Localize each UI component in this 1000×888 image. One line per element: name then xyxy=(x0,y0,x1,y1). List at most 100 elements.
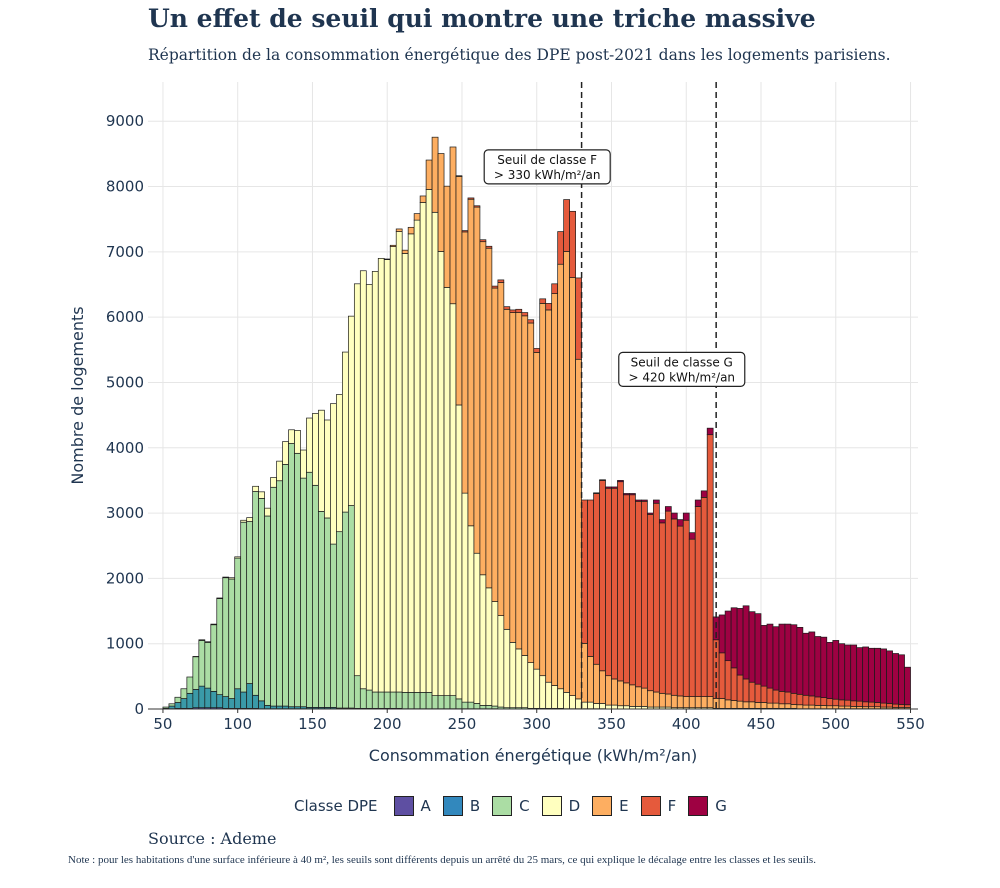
bar-segment-d xyxy=(557,688,565,709)
bar-segment-g xyxy=(593,492,600,494)
bar-segment-b xyxy=(222,696,230,709)
bar-segment-f xyxy=(509,309,517,313)
bar-segment-g xyxy=(730,607,738,669)
bar-segment-f xyxy=(599,480,606,672)
bar-segment-d xyxy=(228,577,236,580)
bar-segment-c xyxy=(174,696,182,703)
bar-segment-g xyxy=(766,623,774,689)
bar-segment-e xyxy=(617,680,624,707)
bar-segment-c xyxy=(353,675,361,709)
bar-segment-e xyxy=(533,352,541,670)
bar-segment-e xyxy=(670,694,678,709)
bar-segment-e xyxy=(826,705,834,710)
bar-segment-c xyxy=(342,511,349,709)
bar-segment-e xyxy=(419,195,427,203)
bar-segment-e xyxy=(635,686,642,707)
bar-segment-e xyxy=(676,695,684,709)
bar-segment-e xyxy=(664,693,672,708)
bar-segment-d xyxy=(515,648,523,709)
bar-segment-f xyxy=(653,502,660,693)
bar-segment-d xyxy=(467,525,475,703)
x-tick-label: 150 xyxy=(298,715,327,733)
bar-segment-d xyxy=(312,413,319,486)
bar-segment-f xyxy=(868,701,875,708)
bar-segment-g xyxy=(700,490,708,498)
bar-segment-e xyxy=(766,702,774,709)
bar-segment-c xyxy=(407,691,415,710)
bar-segment-e xyxy=(605,675,612,706)
bar-segment-d xyxy=(587,701,594,710)
bar-segment-e xyxy=(485,247,493,589)
bar-segment-g xyxy=(904,666,911,706)
bar-segment-b xyxy=(234,688,242,709)
bar-segment-f xyxy=(838,699,846,707)
bar-segment-c xyxy=(377,691,385,709)
bar-segment-e xyxy=(551,293,559,686)
bar-segment-e xyxy=(491,287,499,602)
bar-segment-g xyxy=(647,512,654,515)
bar-segment-c xyxy=(228,578,236,699)
bar-segment-g xyxy=(658,519,666,524)
bar-segment-c xyxy=(204,642,212,689)
y-tick-label: 4000 xyxy=(106,439,144,457)
bar-segment-f xyxy=(856,700,864,707)
bar-segment-e xyxy=(700,696,708,709)
bar-segment-f xyxy=(676,525,684,697)
bar-segment-f xyxy=(629,494,636,686)
bar-segment-f xyxy=(712,639,720,699)
bar-segment-f xyxy=(880,702,887,708)
bar-segment-g xyxy=(676,519,684,527)
bar-segment-e xyxy=(623,682,630,707)
y-axis-title: Nombre de logements xyxy=(68,306,87,484)
bar-segment-e xyxy=(581,643,588,703)
chart-title: Un effet de seuil qui montre une triche … xyxy=(148,4,816,33)
legend-item-d: D xyxy=(541,796,580,816)
bar-segment-f xyxy=(491,285,499,289)
bar-segment-g xyxy=(772,626,780,691)
bar-segment-c xyxy=(216,598,224,695)
bar-segment-g xyxy=(862,646,870,703)
bar-segment-c xyxy=(383,691,391,709)
bar-segment-d xyxy=(569,695,576,710)
bar-segment-f xyxy=(898,704,905,708)
bar-segment-c xyxy=(461,701,469,710)
bar-segment-c xyxy=(300,477,307,708)
legend: Classe DPE A B C D E F G xyxy=(294,796,739,816)
legend-swatch xyxy=(592,796,613,816)
bar-segment-d xyxy=(503,628,511,709)
bar-segment-e xyxy=(754,702,762,709)
bar-segment-d xyxy=(264,507,271,517)
bar-segment-c xyxy=(401,691,409,710)
bar-segment-c xyxy=(443,695,451,710)
bar-segment-f xyxy=(575,277,582,360)
bar-segment-e xyxy=(473,206,481,554)
bar-segment-e xyxy=(425,159,433,190)
bar-segment-g xyxy=(880,648,887,704)
bar-segment-b xyxy=(168,705,176,710)
bar-segment-e xyxy=(611,678,618,706)
bar-segment-f xyxy=(664,510,672,695)
bar-segment-c xyxy=(491,705,499,710)
y-tick-label: 6000 xyxy=(106,308,144,326)
bar-segment-f xyxy=(814,696,822,706)
x-tick-label: 550 xyxy=(896,715,925,733)
legend-item-a: A xyxy=(393,796,431,816)
bar-segment-f xyxy=(611,487,618,680)
bar-segment-d xyxy=(342,351,349,513)
bar-segment-d xyxy=(605,704,612,710)
bar-segment-c xyxy=(371,691,379,709)
legend-swatch xyxy=(393,796,414,816)
bar-segment-c xyxy=(210,624,218,692)
y-tick-label: 3000 xyxy=(106,504,144,522)
bar-segment-g xyxy=(706,427,714,436)
bar-segment-d xyxy=(479,574,487,706)
bar-segment-d xyxy=(288,429,295,444)
bar-segment-d xyxy=(611,704,618,710)
bar-segment-f xyxy=(658,522,666,694)
bar-segment-f xyxy=(461,230,469,233)
bar-segment-f xyxy=(503,306,511,310)
threshold-label-box xyxy=(483,149,611,185)
bar-segment-e xyxy=(497,282,505,616)
bar-segment-b xyxy=(210,691,218,709)
bar-segment-d xyxy=(533,668,541,709)
